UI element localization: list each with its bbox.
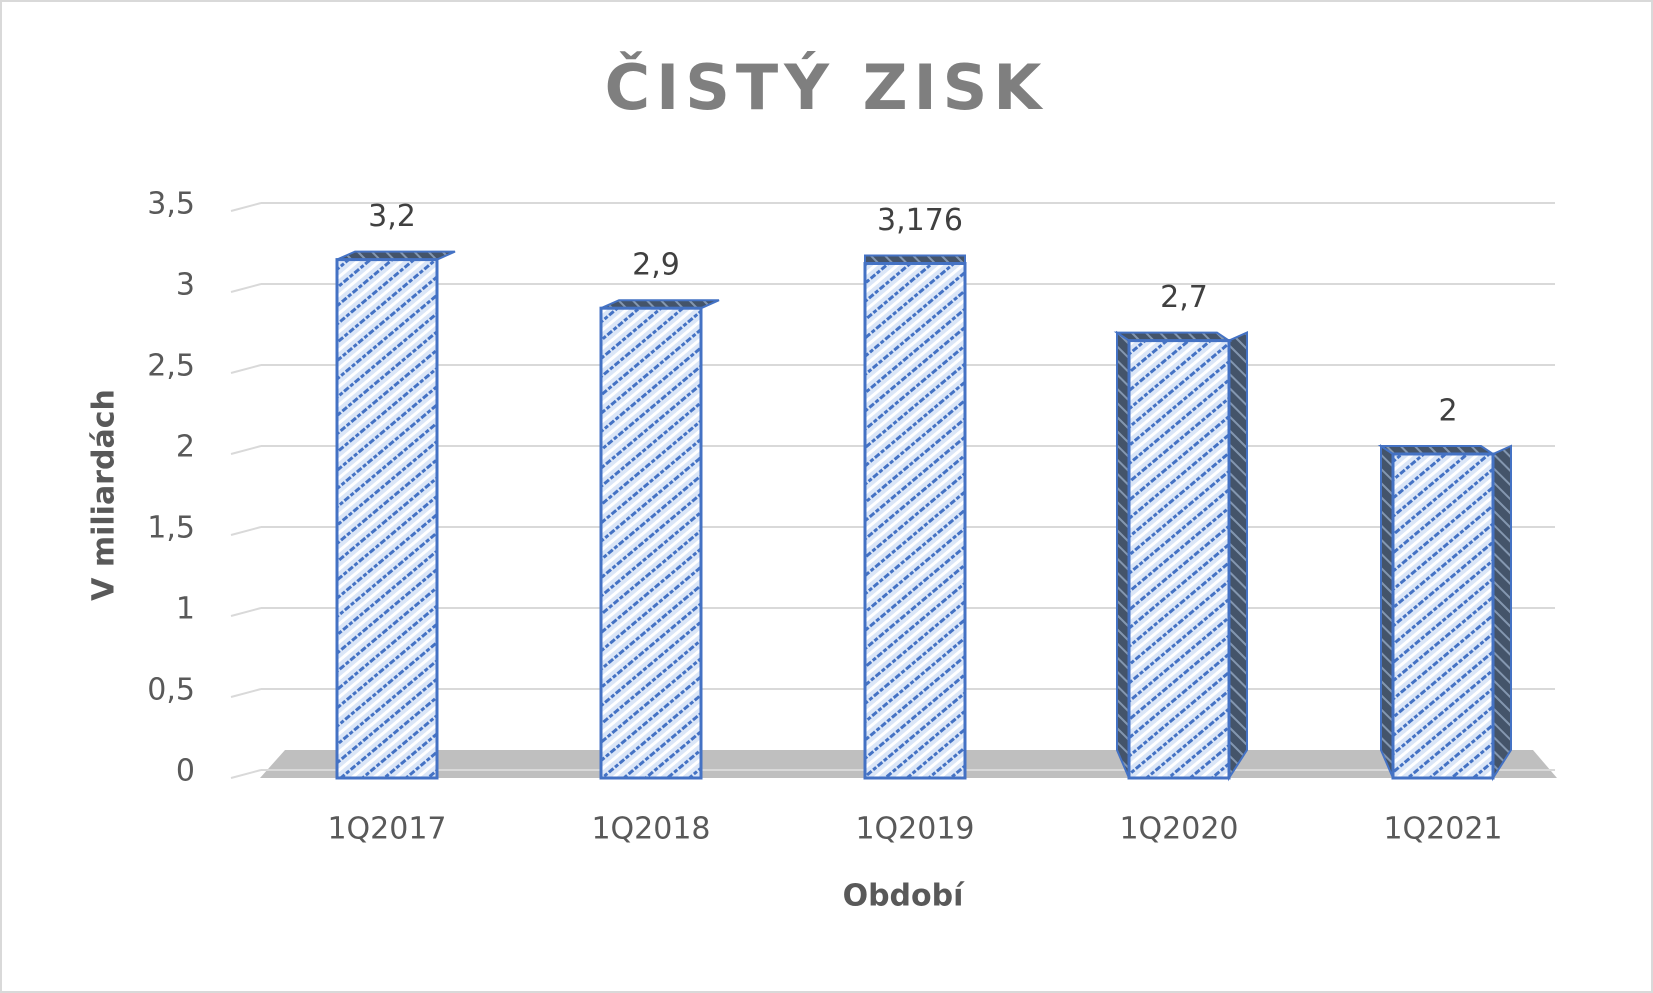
grid-tick xyxy=(230,202,262,212)
y-tick-label: 0 xyxy=(176,754,195,789)
value-label: 3,176 xyxy=(877,203,963,238)
bar xyxy=(599,306,703,780)
value-label: 3,2 xyxy=(368,199,416,234)
bar-group: 2,9 xyxy=(599,248,720,780)
grid-tick xyxy=(230,526,262,536)
chart-title: ČISTÝ ZISK xyxy=(605,51,1048,124)
grid-tick xyxy=(230,607,262,617)
grid-tick xyxy=(230,364,262,374)
y-tick-label: 3 xyxy=(176,268,195,303)
y-tick-label: 2,5 xyxy=(147,349,195,384)
grid-tick xyxy=(230,769,262,779)
x-tick-label: 1Q2021 xyxy=(1383,812,1502,847)
x-tick-label: 1Q2020 xyxy=(1119,812,1238,847)
grid-tick xyxy=(230,688,262,698)
x-axis-label: Období xyxy=(843,879,966,914)
y-tick-label: 1,5 xyxy=(147,511,195,546)
bar-side xyxy=(1116,330,1130,779)
bar xyxy=(1127,339,1231,780)
bar-side xyxy=(1380,444,1394,779)
bar-side xyxy=(1228,331,1248,782)
x-tick-label: 1Q2017 xyxy=(327,812,446,847)
bar xyxy=(863,261,967,780)
y-tick-label: 2 xyxy=(176,430,195,465)
bars: 3,2 2,9 3,176 2,7 2 xyxy=(335,199,1512,782)
value-label: 2,9 xyxy=(632,248,680,283)
bar-group: 3,2 xyxy=(335,199,456,780)
value-label: 2 xyxy=(1438,394,1457,429)
y-tick-label: 3,5 xyxy=(147,187,195,222)
y-tick-label: 1 xyxy=(176,592,195,627)
x-tick-label: 1Q2018 xyxy=(591,812,710,847)
y-tick-label: 0,5 xyxy=(147,673,195,708)
bar-group: 2 xyxy=(1377,394,1512,782)
grid-tick xyxy=(230,283,262,293)
bar-side xyxy=(1492,444,1512,782)
bar-group: 2,7 xyxy=(1113,280,1248,782)
value-label: 2,7 xyxy=(1160,280,1208,315)
y-axis-label: V miliardách xyxy=(87,389,122,601)
bar xyxy=(335,258,439,780)
grid-tick xyxy=(230,445,262,455)
x-tick-label: 1Q2019 xyxy=(855,812,974,847)
bar-group: 3,176 xyxy=(863,203,967,780)
bar xyxy=(1391,452,1495,780)
